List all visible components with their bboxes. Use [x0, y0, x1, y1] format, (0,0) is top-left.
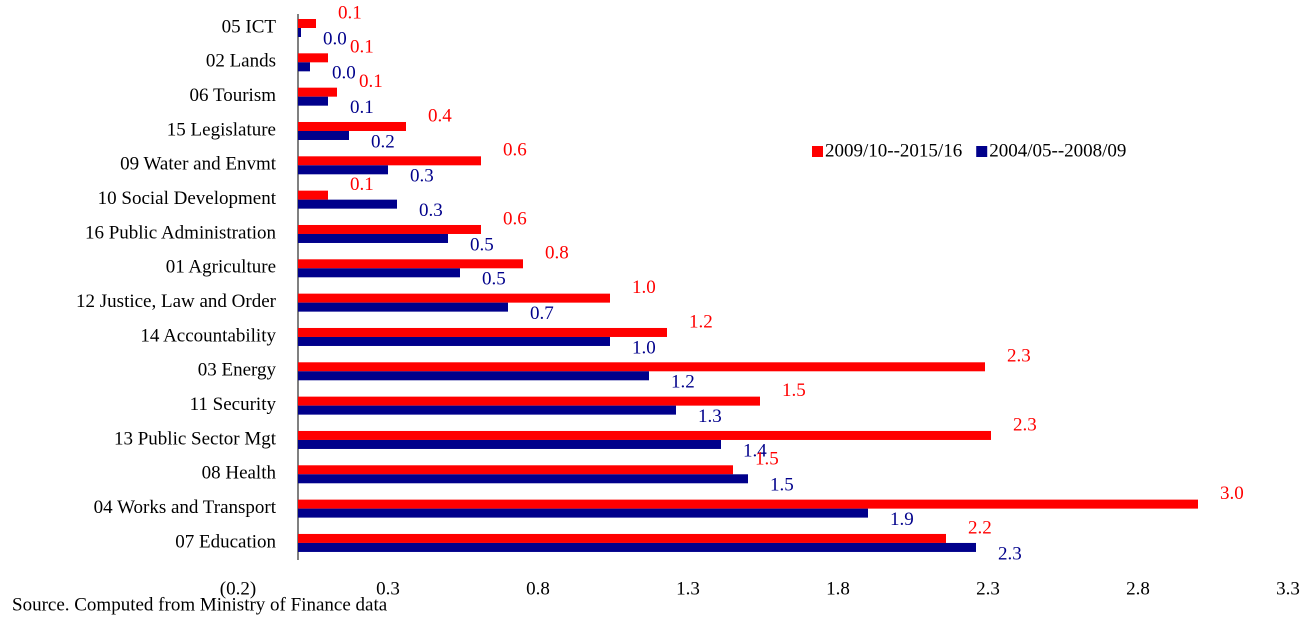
x-tick-label: 1.8 — [826, 578, 850, 599]
value-label: 1.9 — [890, 509, 914, 530]
y-tick-label: 02 Lands — [206, 51, 276, 72]
x-tick-label: 3.3 — [1276, 578, 1300, 599]
legend-label: 2009/10--2015/16 — [825, 140, 962, 161]
value-label: 1.4 — [743, 440, 767, 461]
value-label: 1.2 — [671, 372, 695, 393]
y-tick-label: 08 Health — [202, 463, 277, 484]
x-tick-label: (0.2) — [220, 578, 256, 599]
bar — [298, 199, 397, 209]
y-tick-label: 03 Energy — [198, 360, 277, 381]
bar — [298, 165, 388, 175]
legend-label: 2004/05--2008/09 — [989, 140, 1126, 161]
value-label: 1.5 — [782, 380, 806, 401]
bar — [298, 465, 733, 475]
value-label: 2.3 — [1007, 346, 1031, 367]
y-tick-label: 12 Justice, Law and Order — [76, 291, 277, 312]
bar — [298, 371, 649, 381]
bar — [298, 62, 310, 72]
value-label: 3.0 — [1220, 483, 1244, 504]
bar — [298, 362, 985, 372]
y-tick-label: 04 Works and Transport — [94, 497, 277, 518]
value-label: 1.2 — [689, 311, 713, 332]
value-label: 1.3 — [698, 406, 722, 427]
x-tick-label: 2.3 — [976, 578, 1000, 599]
value-label: 0.6 — [503, 208, 527, 229]
value-label: 0.4 — [428, 105, 452, 126]
value-label: 2.2 — [968, 517, 992, 538]
bar — [298, 224, 481, 234]
bar — [298, 508, 868, 518]
bar — [298, 302, 508, 312]
bar — [298, 405, 676, 415]
value-label: 0.1 — [359, 71, 383, 92]
bar — [298, 474, 748, 484]
value-label: 0.5 — [470, 234, 494, 255]
x-tick-label: 0.8 — [526, 578, 550, 599]
bar — [298, 53, 328, 63]
value-label: 0.1 — [338, 2, 362, 23]
value-label: 0.1 — [350, 37, 374, 58]
y-tick-label: 11 Security — [190, 394, 277, 415]
y-tick-label: 07 Education — [175, 531, 276, 552]
value-label: 0.1 — [350, 97, 374, 118]
value-label: 2.3 — [998, 543, 1022, 564]
y-tick-label: 01 Agriculture — [166, 257, 276, 278]
legend-swatch — [976, 146, 988, 157]
bar — [298, 233, 448, 243]
y-tick-label: 09 Water and Envmt — [120, 154, 277, 175]
bar — [298, 130, 349, 140]
value-label: 0.3 — [410, 166, 434, 187]
bar — [298, 259, 523, 269]
bar — [298, 336, 610, 346]
value-label: 0.1 — [350, 174, 374, 195]
bar — [298, 430, 991, 440]
value-label: 0.5 — [482, 269, 506, 290]
value-label: 1.0 — [632, 337, 656, 358]
bar — [298, 190, 328, 200]
bar — [298, 28, 301, 37]
source-note: Source. Computed from Ministry of Financ… — [12, 594, 388, 615]
value-label: 2.3 — [1013, 414, 1037, 435]
value-label: 0.2 — [371, 131, 395, 152]
value-label: 0.0 — [323, 28, 347, 49]
bar — [298, 19, 316, 28]
value-label: 1.5 — [770, 475, 794, 496]
value-label: 0.3 — [419, 200, 443, 221]
value-label: 0.8 — [545, 243, 569, 264]
y-tick-label: 14 Accountability — [140, 325, 276, 346]
bar — [298, 87, 337, 97]
bar — [298, 156, 481, 166]
x-tick-label: 2.8 — [1126, 578, 1150, 599]
bar — [298, 293, 610, 303]
bar — [298, 533, 946, 543]
y-tick-label: 16 Public Administration — [85, 222, 277, 243]
y-tick-label: 13 Public Sector Mgt — [114, 428, 277, 449]
bar — [298, 96, 328, 106]
bar — [298, 499, 1198, 509]
bar — [298, 439, 721, 449]
x-tick-label: 1.3 — [676, 578, 700, 599]
bar — [298, 268, 460, 278]
value-label: 1.5 — [755, 449, 779, 470]
legend-swatch — [812, 146, 823, 157]
y-tick-label: 05 ICT — [222, 16, 277, 37]
y-tick-label: 10 Social Development — [98, 188, 277, 209]
bar — [298, 542, 976, 552]
bar — [298, 327, 667, 337]
value-label: 0.6 — [503, 140, 527, 161]
value-label: 0.7 — [530, 303, 554, 324]
bar — [298, 396, 760, 406]
value-label: 1.0 — [632, 277, 656, 298]
y-tick-label: 06 Tourism — [190, 85, 277, 106]
x-tick-label: 0.3 — [376, 578, 400, 599]
bar — [298, 121, 406, 131]
y-tick-label: 15 Legislature — [167, 119, 276, 140]
value-label: 0.0 — [332, 63, 356, 84]
